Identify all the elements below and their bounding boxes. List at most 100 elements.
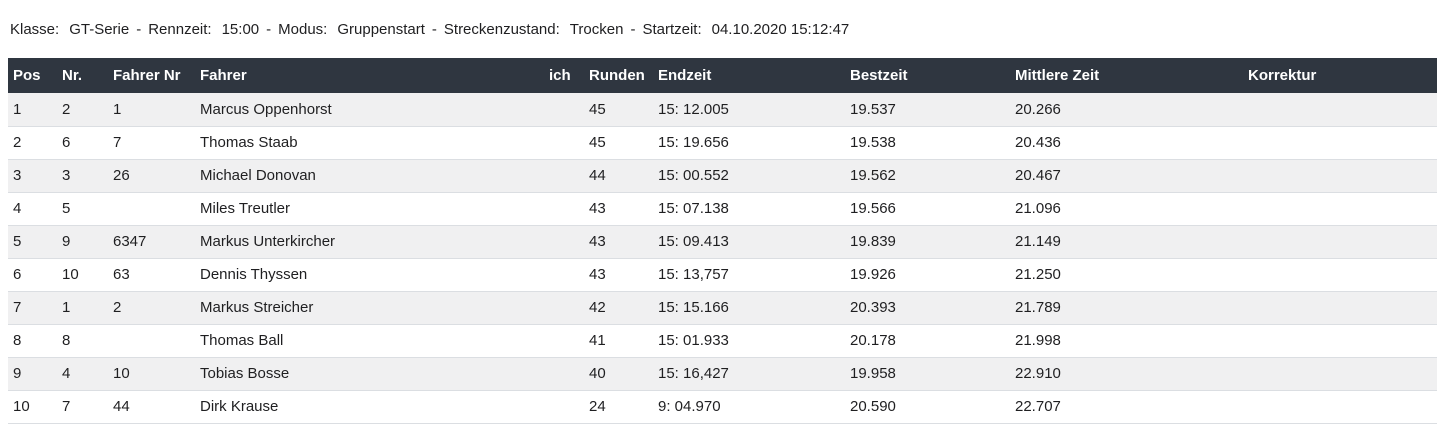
info-value: 04.10.2020 15:12:47 <box>711 21 850 38</box>
cell-bestzeit: 19.537 <box>845 93 1010 127</box>
cell-fahrer: Marcus Oppenhorst <box>195 93 544 127</box>
cell-fahrer: Thomas Ball <box>195 324 544 358</box>
cell-mittlere_zeit: 20.436 <box>1010 126 1243 160</box>
cell-bestzeit: 19.538 <box>845 126 1010 160</box>
cell-ich <box>544 93 584 127</box>
cell-korrektur <box>1243 192 1437 226</box>
cell-runden: 42 <box>584 291 653 325</box>
column-header-ich: ich <box>544 58 584 93</box>
cell-runden: 43 <box>584 192 653 226</box>
cell-nr: 5 <box>57 192 108 226</box>
info-separator: - <box>136 21 142 38</box>
table-row: 8 8 Thomas Ball 41 15: 01.933 20.178 21.998 <box>8 324 1437 358</box>
cell-bestzeit: 20.178 <box>845 324 1010 358</box>
cell-mittlere_zeit: 22.910 <box>1010 357 1243 391</box>
cell-fahrer: Thomas Staab <box>195 126 544 160</box>
table-row: 9 4 10 Tobias Bosse 40 15: 16,427 19.958 22.910 <box>8 357 1437 391</box>
cell-nr: 8 <box>57 324 108 358</box>
info-value: Gruppenstart <box>337 21 425 38</box>
table-row: 4 5 Miles Treutler 43 15: 07.138 19.566 21.096 <box>8 192 1437 226</box>
cell-fahrer_nr: 7 <box>108 126 195 160</box>
cell-korrektur <box>1243 291 1437 325</box>
cell-fahrer_nr: 10 <box>108 357 195 391</box>
column-header-nr: Nr. <box>57 58 108 93</box>
cell-mittlere_zeit: 21.096 <box>1010 192 1243 226</box>
cell-fahrer_nr <box>108 192 195 226</box>
cell-runden: 45 <box>584 126 653 160</box>
cell-endzeit: 15: 07.138 <box>653 192 845 226</box>
cell-fahrer: Markus Unterkircher <box>195 225 544 259</box>
cell-mittlere_zeit: 21.149 <box>1010 225 1243 259</box>
cell-nr: 1 <box>57 291 108 325</box>
cell-ich <box>544 192 584 226</box>
cell-bestzeit: 19.958 <box>845 357 1010 391</box>
cell-fahrer: Dirk Krause <box>195 390 544 424</box>
cell-pos: 4 <box>8 192 57 226</box>
cell-nr: 2 <box>57 93 108 127</box>
cell-korrektur <box>1243 258 1437 292</box>
cell-korrektur <box>1243 357 1437 391</box>
cell-nr: 9 <box>57 225 108 259</box>
cell-mittlere_zeit: 20.266 <box>1010 93 1243 127</box>
cell-runden: 45 <box>584 93 653 127</box>
table-row: 7 1 2 Markus Streicher 42 15: 15.166 20.393 21.… <box>8 291 1437 325</box>
info-label: Rennzeit: <box>148 21 212 38</box>
cell-ich <box>544 357 584 391</box>
info-separator: - <box>630 21 636 38</box>
column-header-korrektur: Korrektur <box>1243 58 1437 93</box>
cell-fahrer_nr: 6347 <box>108 225 195 259</box>
info-label: Startzeit: <box>642 21 702 38</box>
cell-korrektur <box>1243 126 1437 160</box>
cell-pos: 1 <box>8 93 57 127</box>
cell-korrektur <box>1243 390 1437 424</box>
cell-fahrer_nr: 1 <box>108 93 195 127</box>
cell-endzeit: 15: 15.166 <box>653 291 845 325</box>
race-info-bar: Klasse: GT-Serie - Rennzeit: 15:00- Modus: Gru… <box>10 21 1440 39</box>
column-header-runden: Runden <box>584 58 653 93</box>
cell-runden: 41 <box>584 324 653 358</box>
cell-pos: 6 <box>8 258 57 292</box>
cell-nr: 10 <box>57 258 108 292</box>
cell-runden: 40 <box>584 357 653 391</box>
cell-ich <box>544 159 584 193</box>
column-header-bestzeit: Bestzeit <box>845 58 1010 93</box>
table-row: 6 10 63 Dennis Thyssen 43 15: 13,757 19.926 21.… <box>8 258 1437 292</box>
cell-bestzeit: 19.562 <box>845 159 1010 193</box>
cell-fahrer_nr: 44 <box>108 390 195 424</box>
cell-runden: 43 <box>584 258 653 292</box>
cell-korrektur <box>1243 93 1437 127</box>
column-header-fahrer: Fahrer <box>195 58 544 93</box>
cell-runden: 44 <box>584 159 653 193</box>
cell-pos: 7 <box>8 291 57 325</box>
info-label: Modus: <box>278 21 328 38</box>
column-header-fahrer_nr: Fahrer Nr <box>108 58 195 93</box>
cell-bestzeit: 19.839 <box>845 225 1010 259</box>
cell-fahrer_nr <box>108 324 195 358</box>
cell-fahrer_nr: 2 <box>108 291 195 325</box>
cell-fahrer_nr: 26 <box>108 159 195 193</box>
table-row: 1 2 1 Marcus Oppenhorst 45 15: 12.005 19.537 20… <box>8 93 1437 127</box>
cell-mittlere_zeit: 21.789 <box>1010 291 1243 325</box>
cell-bestzeit: 19.566 <box>845 192 1010 226</box>
cell-korrektur <box>1243 324 1437 358</box>
cell-nr: 7 <box>57 390 108 424</box>
column-header-endzeit: Endzeit <box>653 58 845 93</box>
table-row: 2 6 7 Thomas Staab 45 15: 19.656 19.538 20.436 <box>8 126 1437 160</box>
cell-fahrer: Miles Treutler <box>195 192 544 226</box>
cell-pos: 8 <box>8 324 57 358</box>
cell-fahrer_nr: 63 <box>108 258 195 292</box>
cell-ich <box>544 225 584 259</box>
cell-runden: 43 <box>584 225 653 259</box>
cell-bestzeit: 20.590 <box>845 390 1010 424</box>
column-header-pos: Pos <box>8 58 57 93</box>
info-value: 15:00 <box>221 21 260 38</box>
cell-endzeit: 15: 09.413 <box>653 225 845 259</box>
cell-endzeit: 15: 19.656 <box>653 126 845 160</box>
cell-ich <box>544 324 584 358</box>
cell-endzeit: 15: 13,757 <box>653 258 845 292</box>
info-value: Trocken <box>569 21 624 38</box>
cell-pos: 5 <box>8 225 57 259</box>
cell-ich <box>544 291 584 325</box>
cell-ich <box>544 390 584 424</box>
cell-endzeit: 15: 01.933 <box>653 324 845 358</box>
